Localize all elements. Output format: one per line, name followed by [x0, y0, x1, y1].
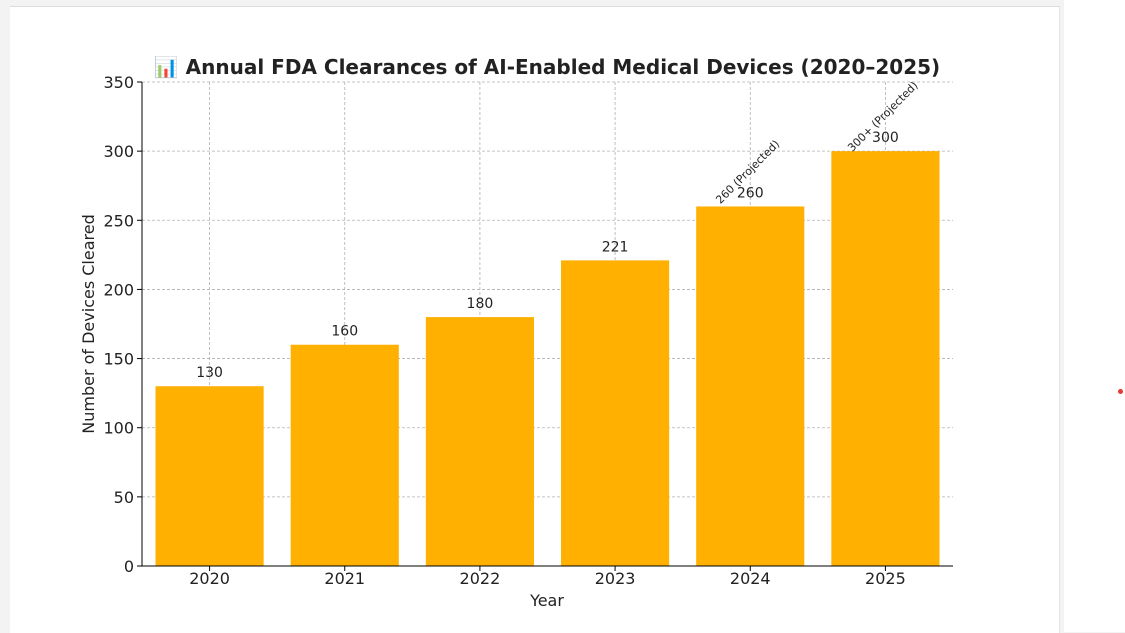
- x-tick-label: 2023: [595, 569, 636, 588]
- recording-indicator-dot: [1118, 389, 1123, 394]
- y-axis-label: Number of Devices Cleared: [79, 214, 98, 434]
- bar-2020: [155, 386, 264, 566]
- bars: [155, 151, 940, 566]
- y-tick-label: 100: [103, 419, 134, 438]
- y-tick-label: 350: [103, 73, 134, 92]
- x-tick-label: 2024: [730, 569, 771, 588]
- y-tick-label: 200: [103, 280, 134, 299]
- bar-2025: [831, 151, 940, 566]
- data-label: 300: [872, 130, 899, 146]
- x-tick-label: 2022: [460, 569, 501, 588]
- x-tick-label: 2025: [865, 569, 906, 588]
- chart-title: 📊 Annual FDA Clearances of AI-Enabled Me…: [154, 55, 940, 79]
- y-tick-label: 0: [124, 557, 134, 576]
- y-tick-label: 300: [103, 142, 134, 161]
- bar-2023: [561, 260, 670, 566]
- data-label: 130: [196, 365, 223, 381]
- y-tick-label: 250: [103, 211, 134, 230]
- bar-2022: [425, 317, 534, 566]
- data-labels: 130 160 180 221 260 300: [196, 130, 899, 381]
- data-label: 221: [602, 239, 629, 255]
- y-tick-label: 50: [114, 488, 134, 507]
- x-tick-labels: 2020 2021 2022 2023 2024 2025: [189, 566, 906, 588]
- data-label: 180: [467, 296, 494, 312]
- y-tick-label: 150: [103, 350, 134, 369]
- side-panel: [1064, 0, 1125, 632]
- x-tick-label: 2020: [189, 569, 230, 588]
- bar-2024: [696, 206, 805, 566]
- axes: [141, 82, 953, 567]
- x-tick-label: 2021: [324, 569, 365, 588]
- bar-2021: [290, 344, 399, 566]
- y-tick-labels: 0 50 100 150 200 250 300 350: [103, 73, 142, 576]
- data-label: 260: [737, 185, 764, 201]
- x-axis-label: Year: [529, 591, 564, 610]
- data-label: 160: [331, 324, 358, 340]
